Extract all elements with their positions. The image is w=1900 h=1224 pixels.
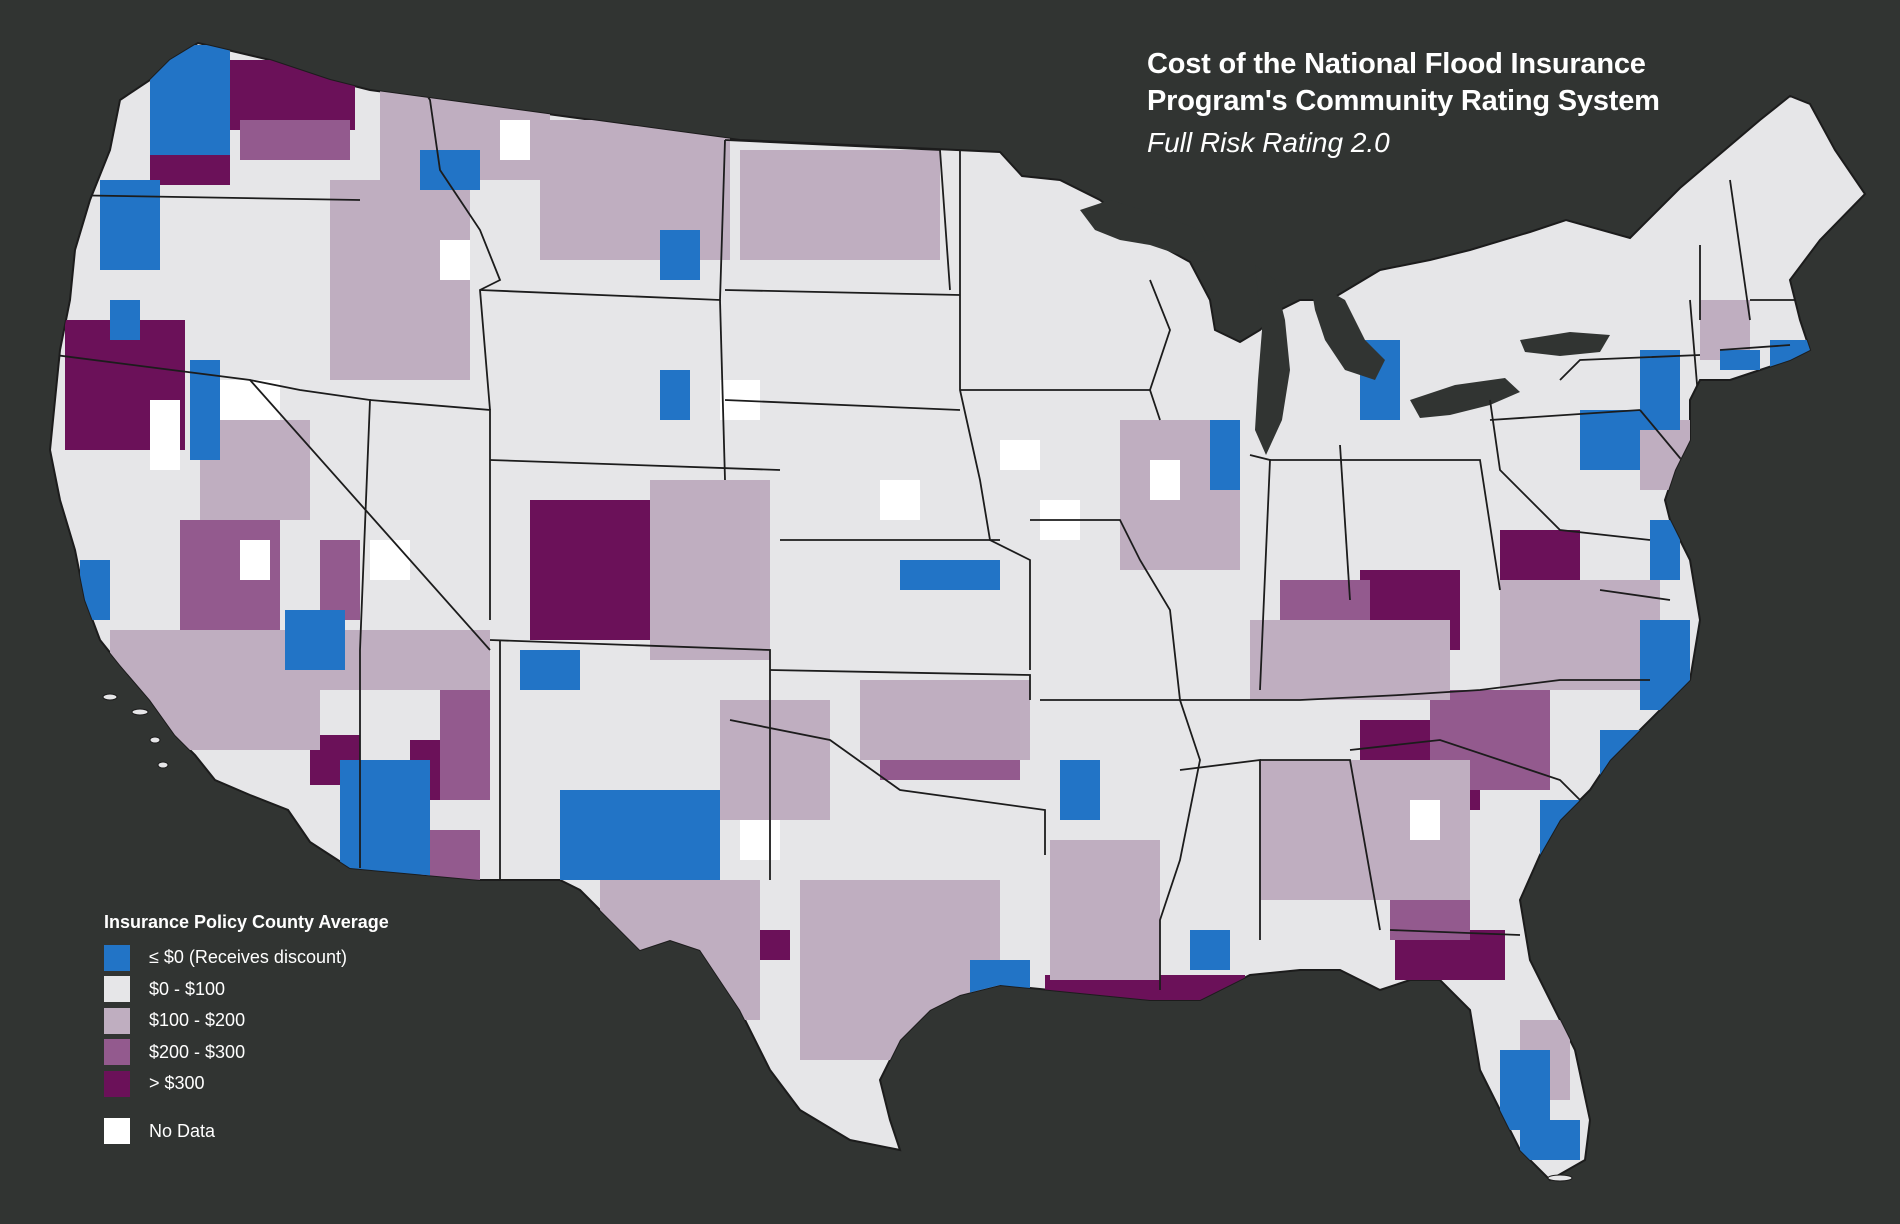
region-tx-coast [970,960,1030,1000]
region-va-coast [1650,520,1680,580]
map-subtitle: Full Risk Rating 2.0 [1147,127,1390,158]
legend-swatch-0-100 [104,976,130,1003]
region-ks-nodata [880,480,920,520]
region-nc-coast [1640,620,1690,710]
region-tx-panhandle [720,700,830,820]
region-tx-nodata [740,820,780,860]
tier-no-data [150,120,1440,860]
region-ms-coast [1190,930,1230,970]
region-mt-north [420,150,480,190]
legend-item-0-100: $0 - $100 [104,974,389,1006]
region-nm-north [520,650,580,690]
region-ut-nodata [370,540,410,580]
keys-island [1547,1174,1573,1182]
lake-erie [1410,378,1520,418]
region-nd [740,150,940,260]
legend-title: Insurance Policy County Average [104,912,389,932]
legend-label-discount: ≤ $0 (Receives discount) [149,947,347,968]
region-wy-north [660,370,690,420]
region-ar-la [1050,840,1160,980]
region-or-north [110,300,140,340]
legend-swatch-200-300 [104,1039,130,1066]
region-wa-west [150,45,230,155]
region-fl-north [1390,900,1470,940]
region-wa-central [230,60,355,130]
legend-swatch-discount [104,944,130,971]
region-il [1210,420,1240,490]
lake-ontario [1520,332,1610,356]
legend-item-no-data: No Data [104,1116,389,1148]
legend-label-100-200: $100 - $200 [149,1010,246,1031]
region-az-north [320,630,490,690]
tier-discount [80,45,1810,1160]
region-tx-south [600,880,760,1020]
region-pa [1580,410,1640,470]
legend-label-0-100: $0 - $100 [149,978,226,999]
region-va-nc [1500,580,1660,690]
region-ca-east [190,360,220,460]
region-ca-coast [80,560,110,620]
lake-michigan [1255,265,1290,455]
title-block: Cost of the National Flood Insurance Pro… [1147,46,1660,161]
channel-island-3 [149,736,161,744]
state-borders [54,84,1800,990]
region-ks [900,560,1000,590]
region-mt-east-north [660,230,700,280]
region-mt-east [540,120,730,260]
region-az-west [340,760,430,880]
region-nv-nodata [220,380,280,420]
region-ga-nodata [1410,800,1440,840]
region-ok [860,680,1030,760]
region-or-coast [100,180,160,270]
great-lakes [1080,200,1610,455]
region-fl-west [1500,1050,1550,1130]
legend: Insurance Policy County Average ≤ $0 (Re… [104,910,389,1147]
region-ar [1060,760,1100,820]
region-tn-ky [1250,620,1450,700]
lake-huron [1310,280,1385,380]
legend-item-over-300: > $300 [104,1068,389,1100]
legend-swatch-100-200 [104,1007,130,1034]
region-nv-nodata2 [240,540,270,580]
channel-island-4 [157,761,169,769]
region-mt-nodata [440,240,470,280]
region-il-nodata [1150,460,1180,500]
islands [102,693,1573,1182]
legend-item-200-300: $200 - $300 [104,1037,389,1069]
region-fl-keys [1520,1120,1580,1160]
map-title-line-1: Cost of the National Flood Insurance [1147,48,1646,80]
region-ia-nodata [1000,440,1040,470]
region-ma-west [1720,350,1760,370]
legend-label-no-data: No Data [149,1120,216,1141]
channel-island-1 [102,693,118,701]
county-shading [65,45,1810,1160]
region-sc-coast [1600,730,1640,800]
region-ca-nodata [150,400,180,470]
region-nj-md [1640,420,1690,490]
legend-item-discount: ≤ $0 (Receives discount) [104,942,389,974]
region-co-east [650,480,770,660]
lake-superior [1080,200,1210,255]
region-nm-south [560,790,720,880]
legend-label-over-300: > $300 [149,1073,205,1094]
region-nv-south-west [285,610,345,670]
region-or-central [240,120,350,160]
legend-item-100-200: $100 - $200 [104,1005,389,1037]
legend-swatch-no-data [104,1118,130,1145]
region-nv-south [320,540,360,620]
legend-swatch-over-300 [104,1070,130,1097]
channel-island-2 [131,708,149,716]
map-title-line-2: Program's Community Rating System [1147,85,1660,117]
region-wy-nodata [500,120,530,160]
region-ga-coast [1540,800,1580,860]
legend-label-200-300: $200 - $300 [149,1041,246,1062]
